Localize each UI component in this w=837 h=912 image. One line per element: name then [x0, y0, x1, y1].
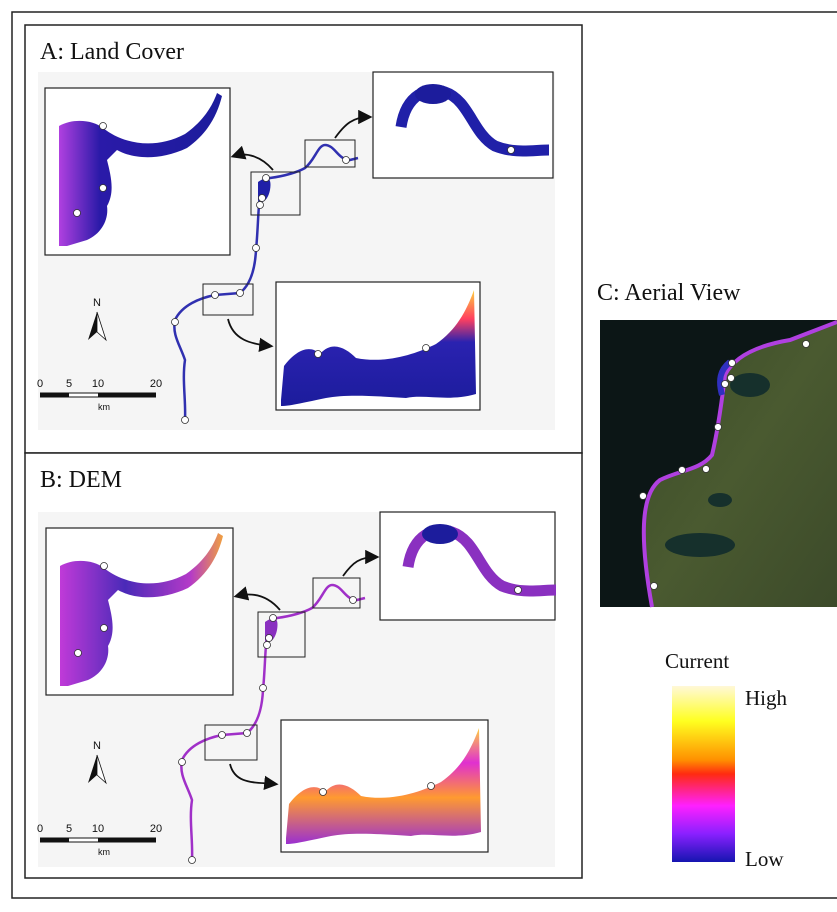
scale-bar — [69, 394, 98, 397]
site-marker — [428, 783, 435, 790]
site-marker — [244, 730, 251, 737]
legend-high: High — [745, 686, 788, 710]
panel: A: Land Cover N 0 5 10 20 km — [25, 25, 582, 453]
site-marker — [182, 417, 189, 424]
site-marker — [259, 195, 266, 202]
north-label: N — [93, 297, 101, 309]
inset — [45, 88, 230, 255]
site-marker — [264, 642, 271, 649]
legend-colorbar — [672, 686, 735, 862]
site-marker — [189, 857, 196, 864]
site-marker — [212, 292, 219, 299]
site-marker — [100, 123, 107, 130]
site-marker — [172, 319, 179, 326]
inset — [46, 528, 233, 695]
site-marker — [101, 563, 108, 570]
site-marker — [253, 245, 260, 252]
inset — [380, 512, 556, 620]
site-marker — [260, 685, 267, 692]
site-marker — [237, 290, 244, 297]
scale-unit: km — [98, 402, 110, 412]
site-marker — [75, 650, 82, 657]
scale-label: 10 — [92, 378, 104, 390]
scale-label: 20 — [150, 378, 162, 390]
scale-label: 20 — [150, 823, 162, 835]
site-marker — [266, 635, 273, 642]
inset — [276, 282, 480, 410]
figure: C: Aerial View Current High Low A: Land … — [0, 0, 837, 912]
scale-label: 5 — [66, 378, 72, 390]
scale-bar — [69, 839, 98, 842]
inset-river-pool — [422, 524, 458, 544]
scale-label: 10 — [92, 823, 104, 835]
site-marker — [179, 759, 186, 766]
aerial-title: C: Aerial View — [597, 280, 741, 306]
legend-low: Low — [745, 847, 784, 871]
panel-title: A: Land Cover — [40, 39, 184, 65]
site-marker — [515, 587, 522, 594]
aerial-image — [600, 320, 837, 607]
site-marker — [350, 597, 357, 604]
scale-label: 0 — [37, 378, 43, 390]
site-marker — [270, 615, 277, 622]
site-marker — [74, 210, 81, 217]
scale-label: 0 — [37, 823, 43, 835]
site-marker — [508, 147, 515, 154]
site-marker — [343, 157, 350, 164]
inset — [281, 720, 488, 852]
site-marker — [315, 351, 322, 358]
legend-title: Current — [665, 649, 729, 673]
site-marker — [257, 202, 264, 209]
site-marker — [100, 185, 107, 192]
inset — [373, 72, 553, 178]
site-marker — [101, 625, 108, 632]
panel: B: DEM N 0 5 10 20 km — [25, 453, 582, 878]
scale-label: 5 — [66, 823, 72, 835]
scale-unit: km — [98, 847, 110, 857]
north-label: N — [93, 740, 101, 752]
site-marker — [219, 732, 226, 739]
site-marker — [423, 345, 430, 352]
site-marker — [320, 789, 327, 796]
panel-title: B: DEM — [40, 467, 122, 493]
inset-river-pool — [415, 84, 451, 104]
site-marker — [263, 175, 270, 182]
